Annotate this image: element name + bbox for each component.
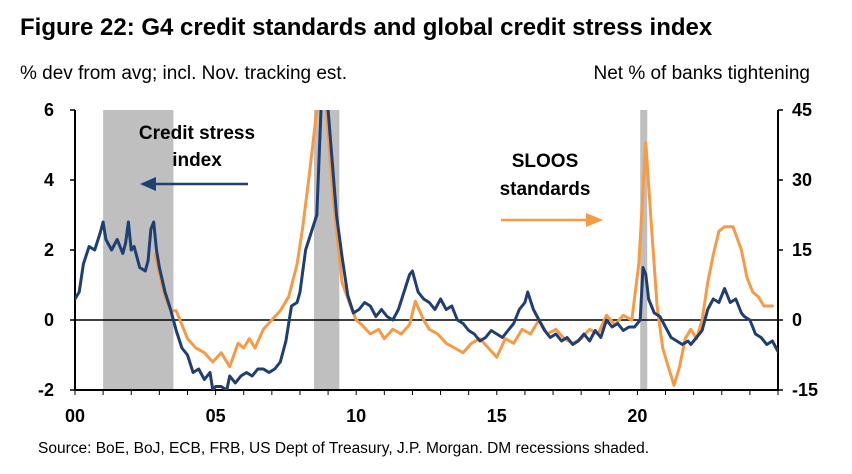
x-tick-label: 15: [487, 406, 507, 426]
sloos-label: standards: [500, 179, 591, 200]
sloos-series-line: [153, 110, 774, 387]
left-axis-label: % dev from avg; incl. Nov. tracking est.: [20, 63, 347, 84]
chart-title: Figure 22: G4 credit standards and globa…: [20, 14, 713, 41]
sloos-arrowhead: [586, 213, 603, 227]
right-tick-label: 15: [792, 240, 812, 260]
recession-band: [640, 110, 648, 390]
right-tick-label: -15: [792, 380, 818, 400]
credit-stress-series-line: [75, 110, 778, 390]
credit-stress-label: Credit stress: [139, 123, 255, 144]
right-tick-label: 30: [792, 170, 812, 190]
left-tick-label: 2: [44, 240, 54, 260]
right-axis-label: Net % of banks tightening: [593, 63, 810, 84]
left-tick-label: -2: [38, 380, 54, 400]
left-tick-label: 0: [44, 310, 54, 330]
left-tick-label: 4: [44, 170, 54, 190]
x-tick-label: 05: [206, 406, 226, 426]
series-lines: [75, 110, 778, 390]
sloos-label: SLOOS: [512, 151, 579, 172]
left-tick-label: 6: [44, 100, 54, 120]
recession-band: [314, 110, 340, 390]
x-tick-label: 20: [627, 406, 647, 426]
recession-band: [103, 110, 174, 390]
credit-stress-arrowhead: [140, 177, 156, 191]
right-tick-label: 0: [792, 310, 802, 330]
right-tick-label: 45: [792, 100, 812, 120]
annotations: Credit stress index SLOOS standards: [139, 123, 603, 227]
x-tick-label: 10: [346, 406, 366, 426]
credit-stress-label: index: [172, 150, 222, 171]
recession-bands: [103, 110, 648, 390]
source-note: Source: BoE, BoJ, ECB, FRB, US Dept of T…: [38, 440, 650, 457]
x-tick-label: 00: [65, 406, 85, 426]
